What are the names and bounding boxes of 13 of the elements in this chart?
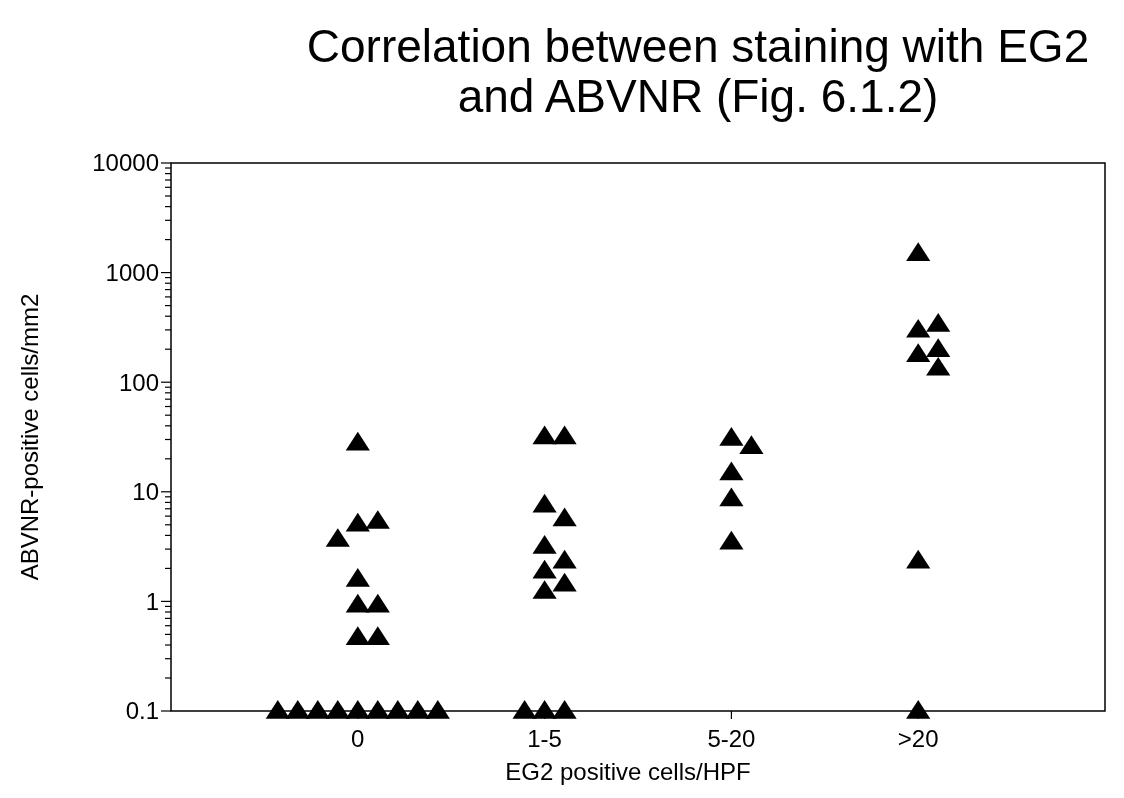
y-axis-title: ABVNR-positive cells/mm2 [16,293,43,581]
y-tick-label: 100 [118,368,159,396]
y-tick-label: 10 [132,478,159,506]
y-tick-label: 1000 [105,259,159,286]
y-tick-label: 1 [145,587,159,615]
x-tick-label: 0 [351,725,365,752]
y-tick-label: 0.1 [125,697,159,725]
chart-title: Correlation between staining with EG2 and ABVNR (Fig. 6.1.2) [306,20,1090,122]
x-axis-title: EG2 positive cells/HPF [505,758,751,785]
x-tick-label: >20 [897,725,939,752]
x-tick-label: 1-5 [527,725,562,752]
x-tick-label: 5-20 [707,725,756,752]
y-tick-label: 10000 [92,149,159,177]
